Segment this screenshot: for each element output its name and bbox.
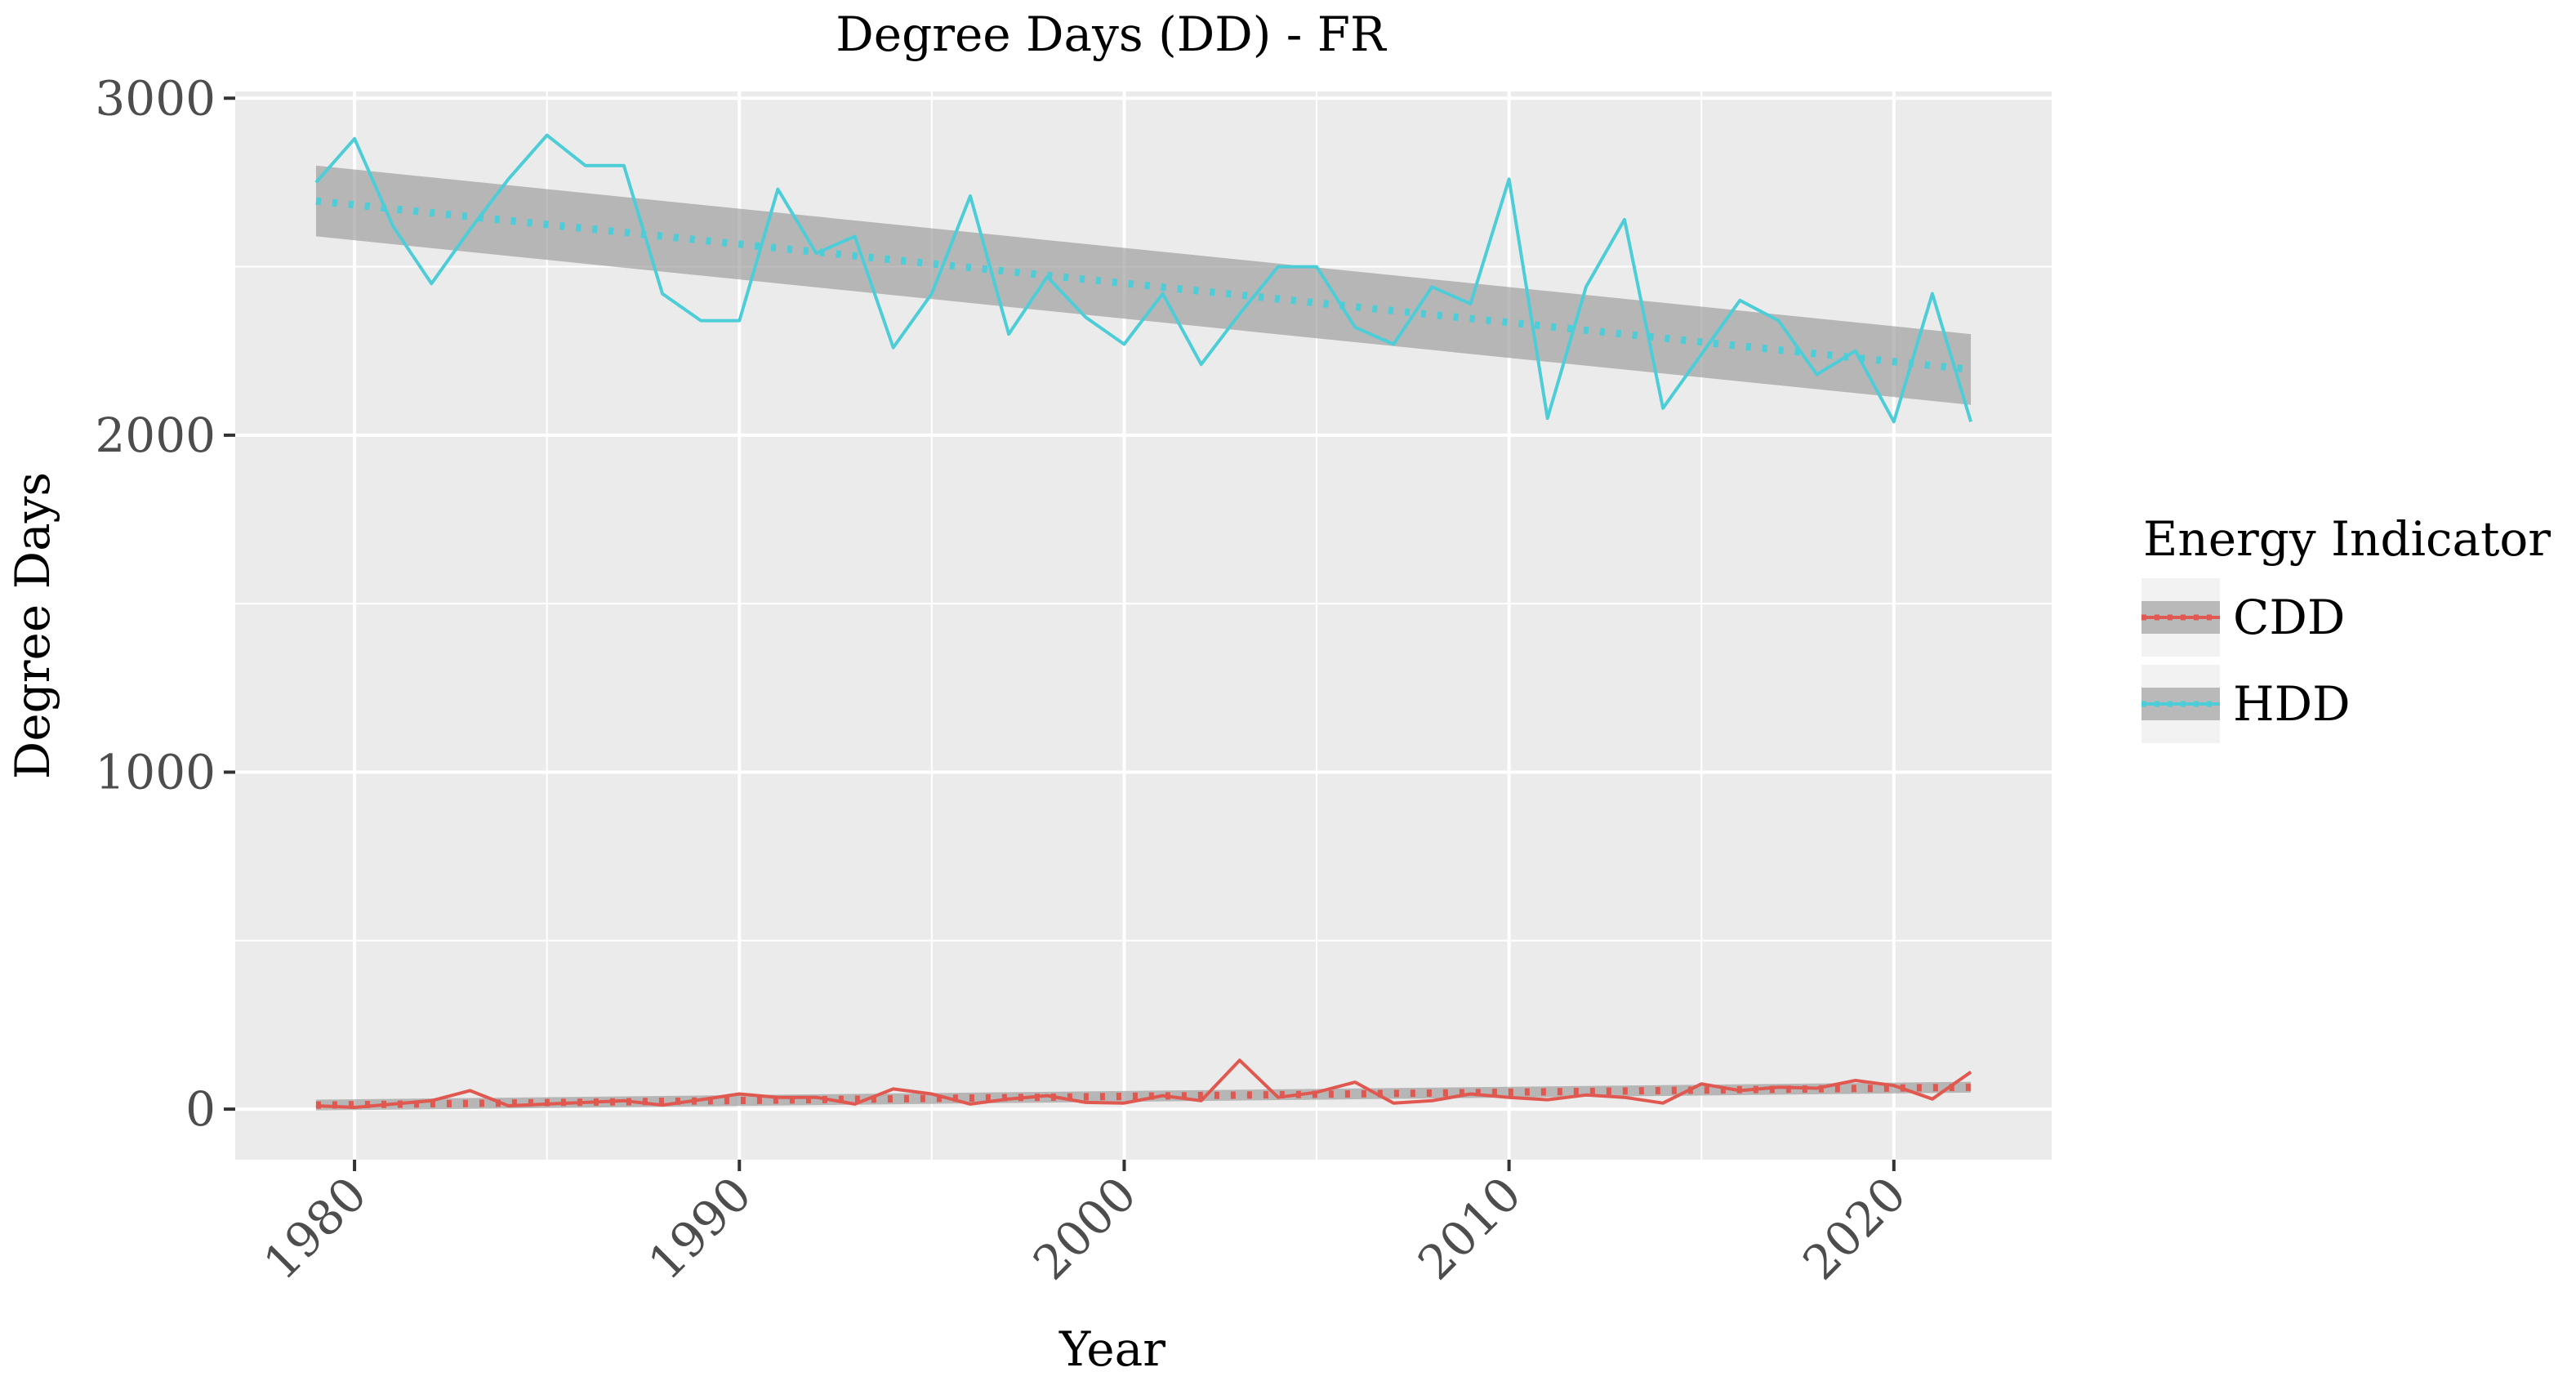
- x-tick-label: 1990: [638, 1166, 762, 1290]
- confidence-bands: [315, 165, 1972, 1111]
- x-axis-label: Year: [1058, 1321, 1165, 1377]
- x-tick-label: 1980: [253, 1166, 377, 1290]
- x-tick-label: 2020: [1792, 1166, 1916, 1290]
- series-lines: [314, 133, 1973, 1109]
- legend-title: Energy Indicator: [2143, 511, 2551, 567]
- hdd-series-line: [314, 133, 1973, 424]
- y-tick-label: 3000: [95, 70, 216, 126]
- legend-label-hdd: HDD: [2233, 676, 2351, 732]
- y-tick-label: 2000: [95, 408, 216, 463]
- x-axis: 1980 1990 2000 2010 2020: [253, 1160, 1917, 1290]
- x-tick-label: 2010: [1407, 1166, 1531, 1290]
- y-axis: 0 1000 2000 3000: [95, 70, 235, 1137]
- chart-title: Degree Days (DD) - FR: [836, 7, 1388, 62]
- cdd-confidence-band: [315, 1081, 1972, 1111]
- legend-label-cdd: CDD: [2233, 590, 2345, 645]
- hdd-confidence-band: [315, 165, 1972, 405]
- cdd-series-line: [315, 1058, 1972, 1109]
- grid-major: [235, 91, 2052, 1160]
- legend: Energy Indicator CDD HDD: [2141, 511, 2551, 743]
- y-tick-label: 0: [185, 1081, 216, 1137]
- y-axis-label: Degree Days: [5, 472, 60, 779]
- x-tick-label: 2000: [1023, 1166, 1147, 1290]
- y-tick-label: 1000: [95, 744, 216, 800]
